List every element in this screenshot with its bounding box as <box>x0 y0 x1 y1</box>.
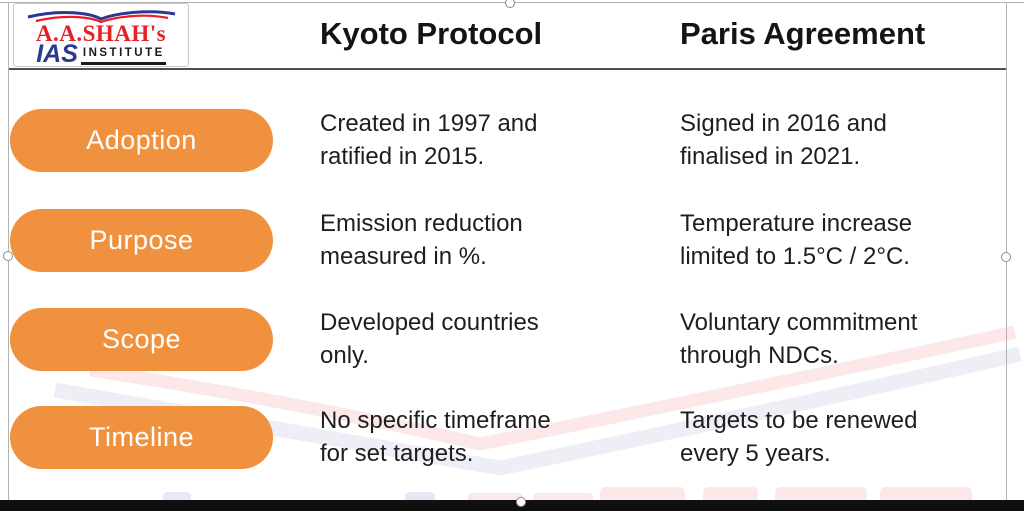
column-header-kyoto: Kyoto Protocol <box>320 16 543 51</box>
institute-logo: A.A.SHAH's IAS INSTITUTE <box>13 3 189 67</box>
cell-purpose-kyoto: Emission reduction measured in %. <box>320 210 523 270</box>
column-header-paris: Paris Agreement <box>680 16 926 51</box>
table-row: Scope Developed countries only. Voluntar… <box>0 303 1024 395</box>
cell-adoption-paris: Signed in 2016 and finalised in 2021. <box>680 110 887 170</box>
resize-handle-right[interactable] <box>1001 252 1011 262</box>
logo-name: A.A.SHAH's <box>35 21 167 46</box>
table-row: Adoption Created in 1997 and ratified in… <box>0 104 1024 196</box>
logo-suffix: INSTITUTE <box>80 46 166 65</box>
cell-scope-paris: Voluntary commitment through NDCs. <box>680 309 918 369</box>
resize-handle-left[interactable] <box>3 251 13 261</box>
cell-timeline-paris: Targets to be renewed every 5 years. <box>680 407 918 467</box>
cell-adoption-kyoto: Created in 1997 and ratified in 2015. <box>320 110 538 170</box>
table-row: Timeline No specific timeframe for set t… <box>0 401 1024 493</box>
header-divider <box>8 68 1007 70</box>
logo-acronym: IAS <box>36 40 78 68</box>
resize-handle-bottom[interactable] <box>516 497 526 507</box>
row-label-adoption: Adoption <box>10 109 273 172</box>
row-label-purpose: Purpose <box>10 209 273 272</box>
logo-swoosh-icon <box>27 10 176 23</box>
cell-timeline-kyoto: No specific timeframe for set targets. <box>320 407 551 467</box>
cell-scope-kyoto: Developed countries only. <box>320 309 539 369</box>
row-label-timeline: Timeline <box>10 406 273 469</box>
resize-handle-top[interactable] <box>505 0 515 8</box>
row-label-scope: Scope <box>10 308 273 371</box>
table-row: Purpose Emission reduction measured in %… <box>0 204 1024 296</box>
selection-frame-right <box>1006 2 1007 501</box>
cell-purpose-paris: Temperature increase limited to 1.5°C / … <box>680 210 913 270</box>
selection-frame-bottom <box>0 500 1024 511</box>
